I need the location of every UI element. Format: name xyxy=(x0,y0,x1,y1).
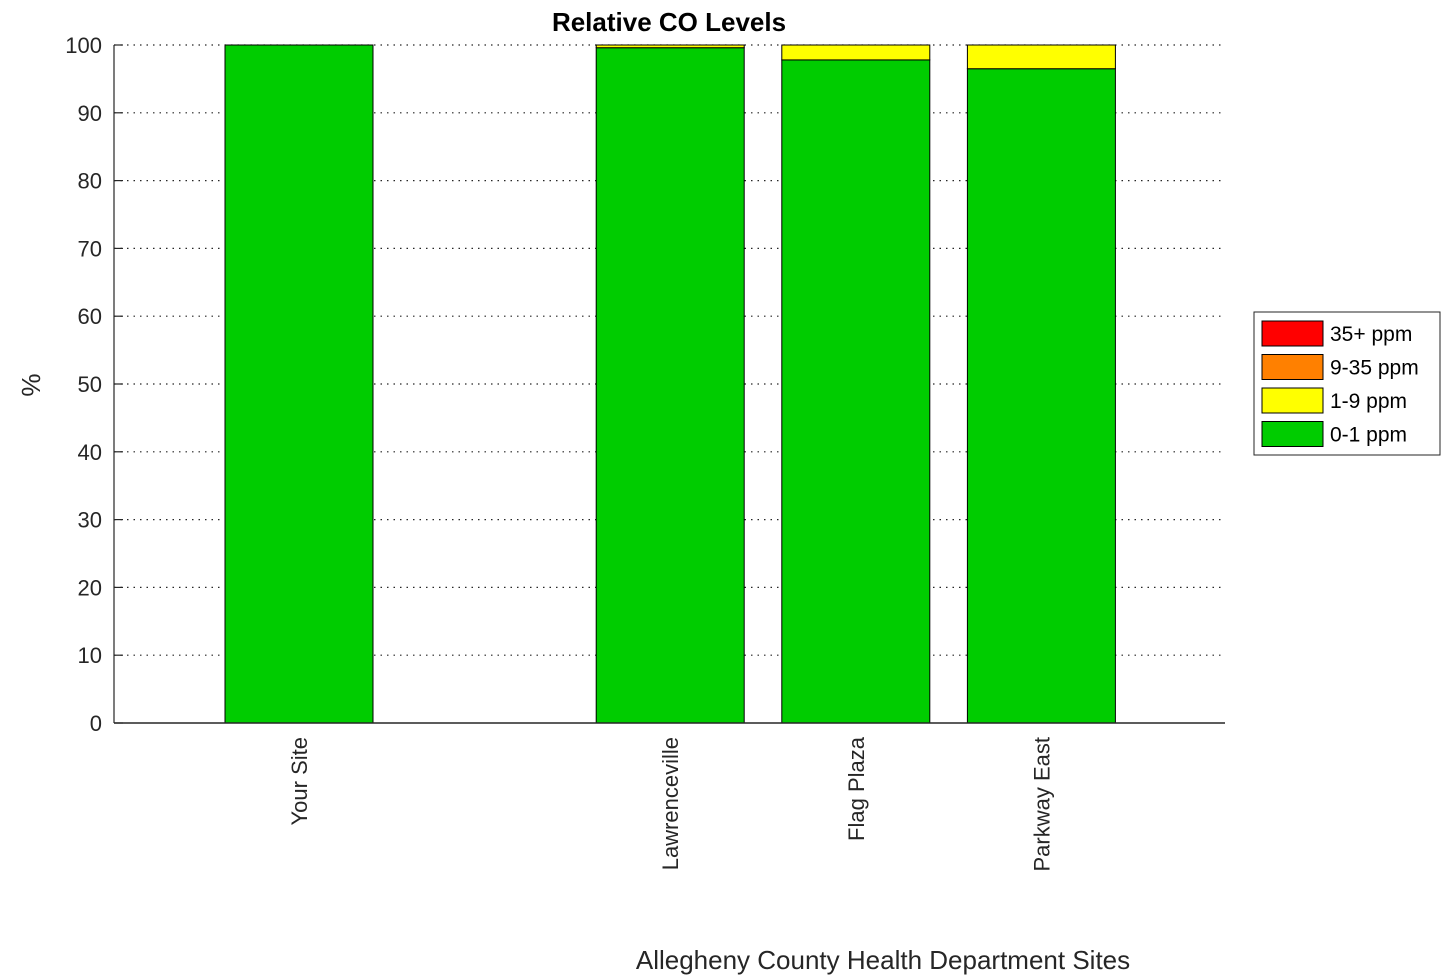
y-tick-label: 40 xyxy=(78,440,102,465)
y-tick-label: 70 xyxy=(78,236,102,261)
bar-segment xyxy=(224,44,374,724)
legend-entry: 1-9 ppm xyxy=(1330,390,1407,413)
bar-segment xyxy=(781,59,931,724)
legend-entry: 35+ ppm xyxy=(1330,323,1412,346)
y-tick-label: 90 xyxy=(78,101,102,126)
bar-segment xyxy=(966,68,1116,724)
legend-swatch xyxy=(1261,354,1324,380)
x-axis-label: Allegheny County Health Department Sites xyxy=(636,945,1130,975)
bar-segment xyxy=(595,47,745,724)
legend-entry: 9-35 ppm xyxy=(1330,357,1419,380)
x-tick-label: Your Site xyxy=(287,737,312,825)
chart-title: Relative CO Levels xyxy=(552,7,786,37)
legend-swatch xyxy=(1261,387,1324,414)
bar-segment xyxy=(595,44,745,49)
x-tick-label: Flag Plaza xyxy=(844,736,869,841)
bars xyxy=(224,44,1116,724)
bar-segment xyxy=(966,44,1116,70)
x-tick-label: Parkway East xyxy=(1029,737,1054,872)
legend-entry: 0-1 ppm xyxy=(1330,424,1407,447)
y-tick-label: 20 xyxy=(78,575,102,600)
axes xyxy=(113,44,1225,724)
y-tick-label: 50 xyxy=(78,372,102,397)
y-tick-label: 0 xyxy=(90,711,102,736)
legend: 35+ ppm 9-35 ppm 1-9 ppm 0-1 ppm xyxy=(1253,311,1441,456)
x-tick-labels: Your Site Lawrenceville Flag Plaza Parkway … xyxy=(287,736,1054,871)
y-tick-label: 10 xyxy=(78,643,102,668)
legend-swatch xyxy=(1261,320,1324,347)
y-tick-label: 100 xyxy=(65,33,102,58)
x-tick-label: Lawrenceville xyxy=(658,737,683,870)
y-tick-label: 80 xyxy=(78,169,102,194)
y-axis-label: % xyxy=(16,373,46,396)
y-tick-label: 60 xyxy=(78,304,102,329)
legend-swatch xyxy=(1261,421,1324,447)
bar-segment xyxy=(781,44,931,61)
y-tick-labels: 0 10 20 30 40 50 60 70 80 90 100 xyxy=(65,33,102,736)
y-tick-label: 30 xyxy=(78,508,102,533)
